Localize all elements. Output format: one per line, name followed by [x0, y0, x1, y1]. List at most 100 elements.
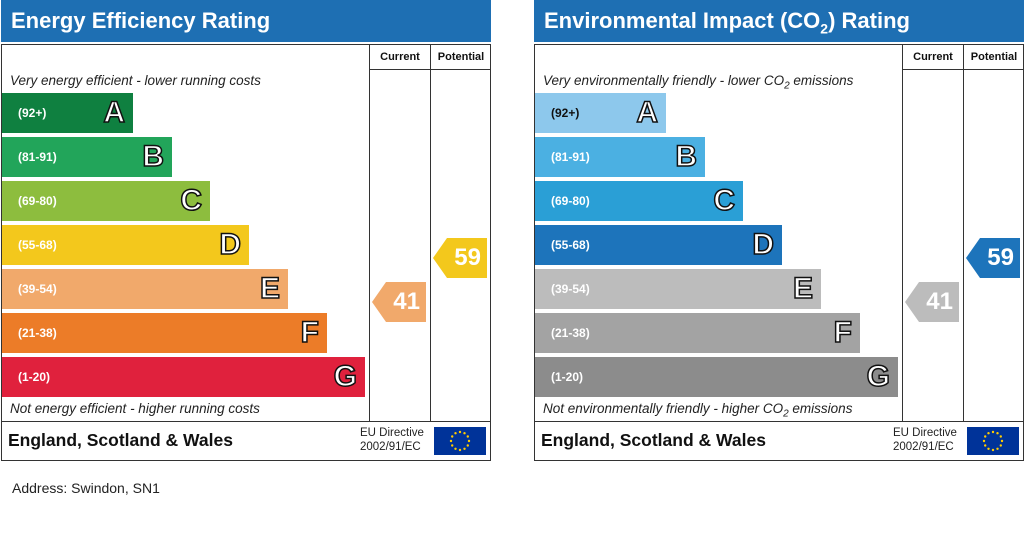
environment-bottom-note-main: Not environmentally friendly - higher CO: [543, 401, 784, 416]
energy-band-b: (81-91) B: [2, 137, 172, 177]
eu-star-icon: [987, 447, 990, 450]
energy-band-range: (39-54): [18, 282, 57, 296]
environment-footer-divider: [534, 421, 1024, 422]
eu-star-icon: [999, 435, 1002, 438]
eu-star-icon: [466, 435, 469, 438]
environment-band-range: (21-38): [551, 326, 590, 340]
eu-star-icon: [984, 435, 987, 438]
energy-band-letter: E: [259, 271, 281, 306]
eu-star-icon: [984, 444, 987, 447]
energy-band-f: (21-38) F: [2, 313, 327, 353]
eu-star-icon: [996, 447, 999, 450]
environment-bottom-note-end: emissions: [788, 401, 853, 416]
energy-panel-title: Energy Efficiency Rating: [1, 0, 491, 42]
eu-star-icon: [451, 444, 454, 447]
eu-star-icon: [999, 444, 1002, 447]
energy-band-range: (55-68): [18, 238, 57, 252]
environment-col-divider-potential: [963, 44, 964, 421]
environment-top-note: Very environmentally friendly - lower CO…: [543, 73, 853, 92]
environment-title-end: ) Rating: [828, 8, 910, 33]
eu-star-icon: [463, 447, 466, 450]
eu-star-icon: [454, 447, 457, 450]
eu-star-icon: [463, 432, 466, 435]
energy-band-a: (92+) A: [2, 93, 133, 133]
eu-star-icon: [991, 430, 995, 434]
energy-band-d: (55-68) D: [2, 225, 249, 265]
eu-star-icon: [449, 439, 453, 443]
eu-star-icon: [454, 432, 457, 435]
environment-band-letter: C: [713, 183, 736, 218]
environment-header-divider: [902, 69, 1024, 70]
environment-band-range: (92+): [551, 106, 580, 120]
energy-band-c: (69-80) C: [2, 181, 210, 221]
environment-band-letter: D: [752, 227, 775, 262]
energy-footer-divider: [1, 421, 491, 422]
environment-band-range: (39-54): [551, 282, 590, 296]
environment-top-note-main: Very environmentally friendly - lower CO: [543, 73, 785, 88]
eu-star-icon: [987, 432, 990, 435]
energy-current-header: Current: [380, 51, 420, 63]
eu-star-icon: [982, 439, 986, 443]
environment-top-note-end: emissions: [789, 73, 854, 88]
energy-band-range: (69-80): [18, 194, 57, 208]
environment-band-e: (39-54) E: [535, 269, 821, 309]
environment-band-g: (1-20) G: [535, 357, 898, 397]
energy-top-note: Very energy efficient - lower running co…: [10, 73, 261, 88]
environment-title-main: Environmental Impact (CO: [544, 8, 821, 33]
environment-band-letter: B: [675, 139, 698, 174]
environment-band-letter: E: [792, 271, 814, 306]
environment-col-divider-current: [902, 44, 903, 421]
energy-band-letter: A: [103, 95, 126, 130]
environment-panel-title: Environmental Impact (CO2) Rating: [534, 0, 1024, 42]
energy-header-divider: [369, 69, 491, 70]
environment-band-d: (55-68) D: [535, 225, 782, 265]
environment-band-letter: G: [866, 359, 891, 394]
eu-star-icon: [451, 435, 454, 438]
environment-band-letter: F: [833, 315, 853, 350]
environment-directive-line1: EU Directive: [893, 427, 957, 439]
energy-band-letter: G: [333, 359, 358, 394]
energy-band-letter: C: [180, 183, 203, 218]
energy-efficiency-panel: Energy Efficiency Rating Current Potenti…: [1, 0, 491, 461]
environment-directive-line2: 2002/91/EC: [893, 441, 954, 453]
eu-star-icon: [466, 444, 469, 447]
energy-band-range: (81-91): [18, 150, 57, 164]
energy-band-range: (21-38): [18, 326, 57, 340]
energy-frame: [1, 44, 491, 461]
environment-band-range: (55-68): [551, 238, 590, 252]
eu-star-icon: [467, 439, 471, 443]
environment-title-sub: 2: [820, 20, 829, 37]
environment-potential-header: Potential: [970, 51, 1018, 63]
eu-star-icon: [458, 448, 462, 452]
energy-directive-line2: 2002/91/EC: [360, 441, 421, 453]
eu-flag-icon: [967, 427, 1019, 455]
environment-band-c: (69-80) C: [535, 181, 743, 221]
environment-band-range: (69-80): [551, 194, 590, 208]
energy-bottom-note: Not energy efficient - higher running co…: [10, 401, 260, 416]
energy-footer-label: England, Scotland & Wales: [8, 430, 233, 450]
energy-band-e: (39-54) E: [2, 269, 288, 309]
environment-footer-label: England, Scotland & Wales: [541, 430, 766, 450]
environment-current-header: Current: [913, 51, 953, 63]
environment-band-b: (81-91) B: [535, 137, 705, 177]
eu-star-icon: [1000, 439, 1004, 443]
eu-flag-icon: [434, 427, 486, 455]
environment-bottom-note: Not environmentally friendly - higher CO…: [543, 401, 852, 420]
energy-directive-line1: EU Directive: [360, 427, 424, 439]
energy-band-letter: F: [300, 315, 320, 350]
environment-band-range: (81-91): [551, 150, 590, 164]
environment-band-range: (1-20): [551, 370, 584, 384]
energy-band-range: (1-20): [18, 370, 51, 384]
environment-band-letter: A: [636, 95, 659, 130]
energy-col-divider-potential: [430, 44, 431, 421]
energy-band-g: (1-20) G: [2, 357, 365, 397]
energy-potential-header: Potential: [437, 51, 485, 63]
eu-star-icon: [991, 448, 995, 452]
environmental-impact-panel: Environmental Impact (CO2) Rating Curren…: [534, 0, 1024, 461]
environment-bottom-note-sub: 2: [783, 408, 789, 420]
eu-star-icon: [458, 430, 462, 434]
energy-band-letter: B: [142, 139, 165, 174]
environment-band-a: (92+) A: [535, 93, 666, 133]
environment-eu-directive: EU Directive 2002/91/EC: [893, 426, 957, 454]
address-line: Address: Swindon, SN1: [12, 480, 160, 496]
